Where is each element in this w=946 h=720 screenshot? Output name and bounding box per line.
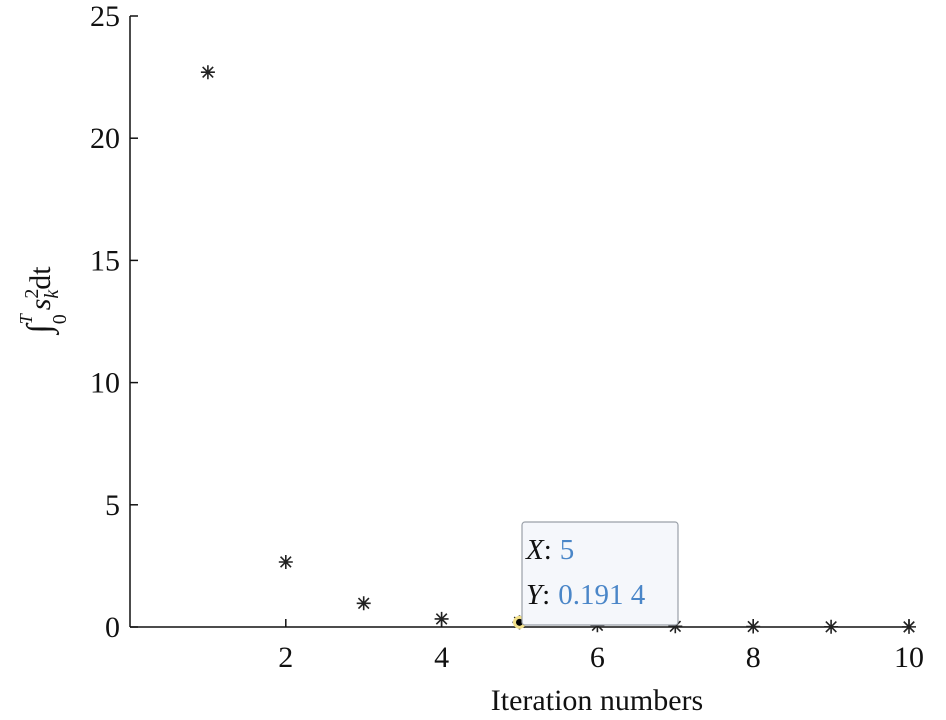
y-tick-label: 5 [105, 489, 120, 522]
marker [902, 619, 916, 634]
x-tick-label: 8 [746, 641, 761, 674]
datatip-separator: : [542, 579, 550, 611]
y-tick-label: 10 [90, 367, 120, 400]
y-axis-label: ∫T 0 s2kdt [16, 266, 71, 336]
marker [356, 596, 371, 611]
datatip-value: 0.191 4 [558, 579, 646, 611]
y-tick-label: 15 [90, 244, 120, 277]
marker [434, 611, 449, 626]
x-axis-label: Iteration numbers [491, 684, 703, 717]
integral-sign: ∫ [21, 322, 60, 336]
marker [278, 554, 293, 569]
x-tick-label: 10 [894, 641, 924, 674]
datatip-separator: : [544, 534, 552, 566]
marker [746, 619, 761, 634]
marker [668, 619, 683, 634]
integrand: s [24, 299, 57, 311]
datatip-name: Y [526, 579, 545, 611]
differential: dt [24, 266, 57, 290]
y-tick-label: 20 [90, 122, 120, 155]
superscript: 2 [21, 289, 43, 299]
datatip-value: 5 [560, 534, 575, 566]
x-tick-label: 2 [278, 641, 293, 674]
x-tick-label: 6 [590, 641, 605, 674]
x-tick-label: 4 [434, 641, 449, 674]
datatip-box [521, 521, 679, 626]
lower-limit: 0 [49, 314, 71, 324]
marker [200, 65, 215, 80]
subscript: k [41, 289, 63, 299]
datatip-row: Y: 0.191 4 [526, 579, 646, 611]
y-tick-label: 0 [105, 611, 120, 644]
upper-limit: T [16, 312, 36, 324]
y-tick-label: 25 [90, 0, 120, 33]
marker [824, 619, 839, 634]
datatip-name: X [525, 534, 545, 566]
datatip-row: X: 5 [525, 534, 574, 566]
